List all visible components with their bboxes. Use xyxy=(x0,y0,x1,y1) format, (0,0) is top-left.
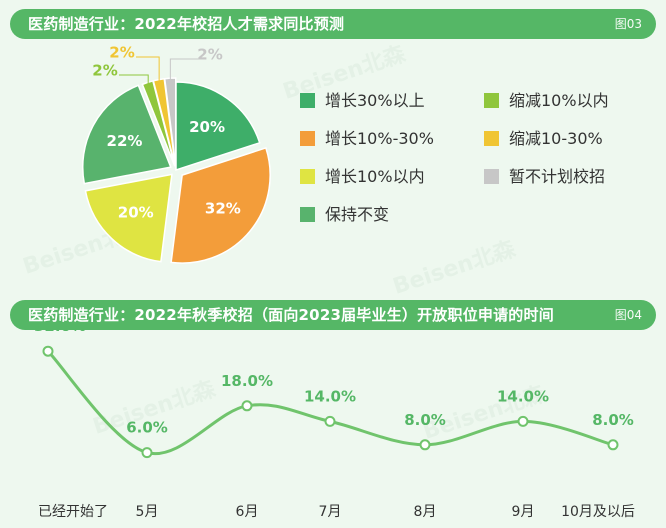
pie-slice-3 xyxy=(82,84,172,185)
legend-swatch-0 xyxy=(300,93,315,108)
x-tick-label-5: 9月 xyxy=(512,504,535,520)
legend-label-3: 保持不变 xyxy=(325,205,390,224)
line-point-1 xyxy=(141,447,153,459)
pie-label-3: 22% xyxy=(107,132,143,150)
legend-label-1: 增长10%-30% xyxy=(325,129,434,148)
line-value-label-4: 8.0% xyxy=(404,411,446,429)
pie-label-0: 20% xyxy=(189,118,225,136)
pie-leader-5 xyxy=(136,56,160,82)
chart-title: 医药制造行业：2022年秋季校招（面向2023届毕业生）开放职位申请的时间 xyxy=(28,306,554,324)
title-bar-pie-chart: 医药制造行业：2022年校招人才需求同比预测 图03 xyxy=(10,9,656,39)
line-point-2 xyxy=(241,400,253,412)
pie-slice-2 xyxy=(84,173,173,263)
line-point-6 xyxy=(607,439,619,451)
x-tick-label-3: 7月 xyxy=(319,504,342,520)
x-tick-label-6: 10月及以后 xyxy=(561,504,635,520)
pie-slice-0 xyxy=(175,81,261,172)
pie-label-2: 20% xyxy=(118,203,154,221)
line-value-label-2: 18.0% xyxy=(221,372,273,390)
legend-swatch-5 xyxy=(484,131,499,146)
legend-label-0: 增长30%以上 xyxy=(325,91,425,110)
title-bar-line-chart: 医药制造行业：2022年秋季校招（面向2023届毕业生）开放职位申请的时间 图0… xyxy=(10,300,656,330)
line-value-label-6: 8.0% xyxy=(592,411,634,429)
legend-swatch-3 xyxy=(300,207,315,222)
pie-slice-1 xyxy=(170,146,271,264)
pie-leader-6 xyxy=(169,58,200,81)
x-tick-label-0: 已经开始了 xyxy=(38,504,108,520)
pie-label-5: 2% xyxy=(109,44,134,62)
pie-label-4: 2% xyxy=(92,62,117,80)
figure-label: 图04 xyxy=(614,308,642,322)
line-point-0 xyxy=(42,345,54,357)
pie-legend: 增长30%以上 增长10%-30% 增长10%以内 保持不变 缩减10%以内 缩减10-3… xyxy=(300,90,640,240)
legend-label-2: 增长10%以内 xyxy=(325,167,425,186)
x-tick-label-1: 5月 xyxy=(136,504,159,520)
legend-label-5: 缩减10-30% xyxy=(509,129,603,148)
line-point-3 xyxy=(324,415,336,427)
pie-label-1: 32% xyxy=(205,199,241,217)
chart-title: 医药制造行业：2022年校招人才需求同比预测 xyxy=(28,15,345,33)
legend-label-4: 缩减10%以内 xyxy=(509,91,609,110)
line-chart: 32.0%已经开始了6.0%5月18.0%6月14.0%7月8.0%8月14.0… xyxy=(34,317,635,520)
x-tick-label-4: 8月 xyxy=(414,504,437,520)
pie-label-6: 2% xyxy=(197,46,222,64)
x-tick-label-2: 6月 xyxy=(236,504,259,520)
line-value-label-5: 14.0% xyxy=(497,387,549,405)
pie-leader-4 xyxy=(119,74,149,85)
line-point-5 xyxy=(517,415,529,427)
legend-swatch-1 xyxy=(300,131,315,146)
legend-swatch-6 xyxy=(484,169,499,184)
line-value-label-1: 6.0% xyxy=(126,419,168,437)
figure-label: 图03 xyxy=(614,17,642,31)
line-point-4 xyxy=(419,439,431,451)
legend-swatch-4 xyxy=(484,93,499,108)
legend-label-6: 暂不计划校招 xyxy=(509,167,606,186)
pie-chart: 20%32%20%22%2%2% 2% xyxy=(82,44,271,264)
line-value-label-3: 14.0% xyxy=(304,387,356,405)
legend-swatch-2 xyxy=(300,169,315,184)
